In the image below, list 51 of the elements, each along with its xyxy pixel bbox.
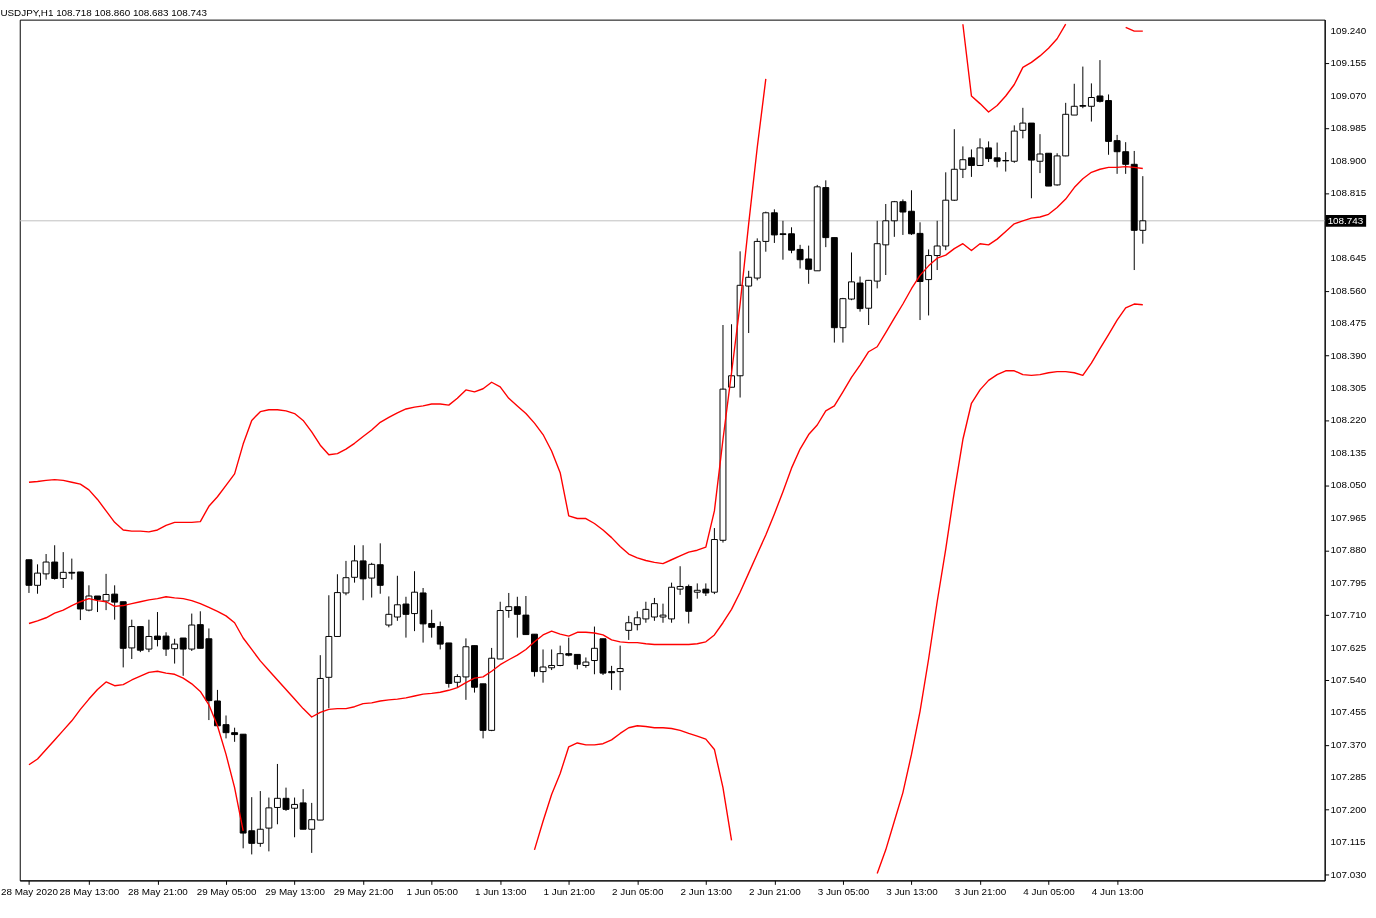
- ref-line-label: 108.743: [1327, 214, 1364, 226]
- candlestick: [256, 790, 264, 848]
- x-tick-label: 3 Jun 05:00: [817, 885, 870, 897]
- x-tick-label: 2 Jun 13:00: [680, 885, 733, 897]
- y-tick-label: 109.240: [1330, 25, 1367, 37]
- x-tick-label: 29 May 13:00: [265, 885, 326, 897]
- y-tick-label: 107.455: [1330, 706, 1367, 718]
- chart-title: USDJPY,H1 108.718 108.860 108.683 108.743: [0, 6, 208, 18]
- x-tick-label: 28 May 2020: [0, 885, 59, 897]
- y-tick-label: 108.645: [1330, 252, 1367, 264]
- y-tick-label: 108.560: [1330, 284, 1367, 296]
- x-tick-label: 2 Jun 21:00: [749, 885, 802, 897]
- x-tick-label: 2 Jun 05:00: [612, 885, 665, 897]
- y-tick-label: 107.880: [1330, 544, 1367, 556]
- y-tick-label: 108.135: [1330, 446, 1367, 458]
- y-tick-label: 107.540: [1330, 673, 1367, 685]
- candlestick: [625, 615, 633, 641]
- x-tick-label: 1 Jun 13:00: [474, 885, 527, 897]
- y-tick-label: 107.710: [1330, 609, 1367, 621]
- y-tick-label: 107.795: [1330, 576, 1367, 588]
- y-tick-label: 108.475: [1330, 317, 1367, 329]
- y-tick-label: 108.050: [1330, 479, 1367, 491]
- x-tick-label: 3 Jun 13:00: [886, 885, 939, 897]
- x-tick-label: 4 Jun 13:00: [1091, 885, 1144, 897]
- candlestick: [265, 797, 273, 852]
- y-tick-label: 107.965: [1330, 511, 1367, 523]
- x-tick-label: 29 May 05:00: [196, 885, 257, 897]
- y-tick-label: 109.070: [1330, 89, 1367, 101]
- candlestick: [376, 542, 384, 595]
- y-tick-label: 108.900: [1330, 154, 1367, 166]
- y-tick-label: 108.390: [1330, 349, 1367, 361]
- y-tick-label: 108.815: [1330, 187, 1367, 199]
- y-tick-label: 107.030: [1330, 868, 1367, 880]
- y-tick-label: 107.285: [1330, 771, 1367, 783]
- x-tick-label: 1 Jun 21:00: [543, 885, 596, 897]
- y-tick-label: 107.200: [1330, 803, 1367, 815]
- y-tick-label: 108.985: [1330, 122, 1367, 134]
- x-tick-label: 3 Jun 21:00: [954, 885, 1007, 897]
- y-tick-label: 108.305: [1330, 381, 1367, 393]
- x-tick-label: 1 Jun 05:00: [406, 885, 459, 897]
- y-tick-label: 109.155: [1330, 57, 1367, 69]
- x-tick-label: 29 May 21:00: [333, 885, 394, 897]
- x-tick-label: 4 Jun 05:00: [1023, 885, 1076, 897]
- y-tick-label: 108.220: [1330, 414, 1367, 426]
- y-tick-label: 107.625: [1330, 641, 1367, 653]
- y-tick-label: 107.370: [1330, 738, 1367, 750]
- x-tick-label: 28 May 21:00: [128, 885, 189, 897]
- y-tick-label: 107.115: [1330, 836, 1367, 848]
- candlestick: [385, 595, 393, 628]
- candlestick: [616, 645, 624, 691]
- x-tick-label: 28 May 13:00: [59, 885, 120, 897]
